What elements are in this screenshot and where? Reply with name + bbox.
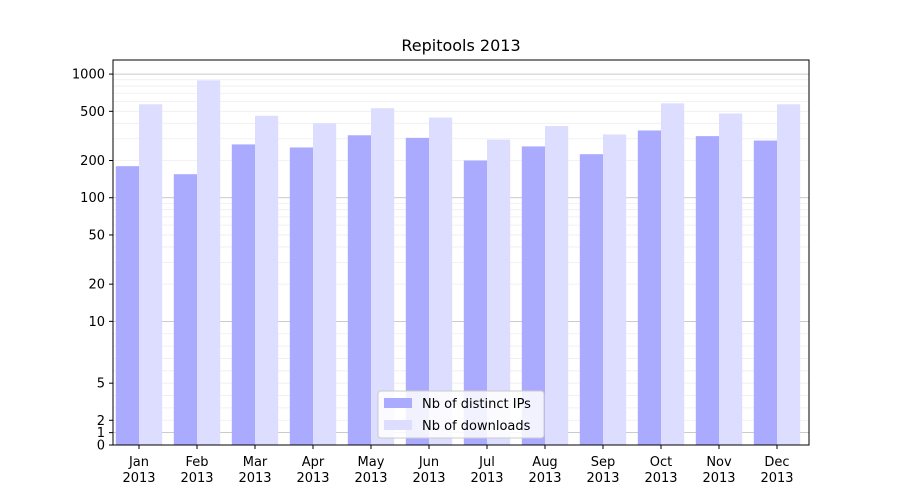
bar-distinct-ips: [637, 130, 661, 445]
x-tick-label: Nov 2013: [702, 455, 735, 486]
bar-downloads: [661, 103, 685, 445]
x-tick-label: Mar 2013: [238, 455, 271, 486]
y-axis: 012 5 10 20 50 100 200 500 1000: [72, 68, 113, 454]
y-tick-label: 100: [80, 191, 105, 206]
bar-downloads: [255, 115, 279, 446]
bar-distinct-ips: [115, 166, 139, 445]
bar-downloads: [777, 104, 801, 445]
x-tick-label: Jul 2013: [470, 455, 503, 486]
y-tick-label: 200: [80, 154, 105, 169]
x-tick-label: Apr 2013: [296, 455, 329, 486]
x-tick-label: Sep 2013: [586, 455, 619, 486]
bar-distinct-ips: [695, 136, 719, 445]
bar-downloads: [719, 113, 743, 446]
y-tick-label: 500: [80, 105, 105, 120]
x-tick-label: May 2013: [354, 455, 387, 486]
legend-swatch-downloads: [384, 420, 412, 430]
x-tick-label: Oct 2013: [644, 455, 677, 486]
x-axis: Jan 2013 Feb 2013 Mar 2013 Apr 2013 May 2013 Jun 20…: [122, 445, 794, 486]
x-tick-label: Feb 2013: [180, 455, 213, 486]
y-tick-label: 0: [97, 439, 105, 454]
x-tick-label: Dec 2013: [760, 455, 793, 486]
bar-downloads: [197, 80, 221, 445]
legend-label-downloads: Nb of downloads: [422, 419, 531, 434]
bar-downloads: [487, 139, 511, 445]
legend: Nb of distinct IPs Nb of downloads: [377, 390, 545, 439]
bar-downloads: [371, 108, 395, 445]
bars: [115, 80, 801, 446]
legend-label-distinct-ips: Nb of distinct IPs: [422, 397, 531, 412]
bar-downloads: [139, 104, 163, 445]
bar-distinct-ips: [579, 154, 603, 445]
plot-frame: [112, 59, 810, 446]
legend-swatch-distinct-ips: [384, 398, 412, 408]
bar-downloads: [603, 134, 627, 445]
legend-box: [377, 390, 545, 439]
y-tick-label: 1: [97, 426, 105, 441]
bar-distinct-ips: [753, 140, 777, 445]
y-tick-label: 10: [88, 315, 105, 330]
bar-downloads: [313, 123, 337, 445]
y-tick-label: 2: [97, 414, 105, 429]
bar-distinct-ips: [521, 146, 545, 445]
bar-distinct-ips: [289, 147, 313, 445]
y-tick-label: 5: [97, 377, 105, 392]
x-tick-label: Jun 2013: [412, 455, 445, 486]
bar-distinct-ips: [347, 135, 371, 445]
y-tick-label: 20: [88, 278, 105, 293]
gridlines: [113, 73, 809, 434]
bar-distinct-ips: [231, 144, 255, 445]
bar-distinct-ips: [463, 160, 487, 445]
y-tick-label: 1000: [72, 68, 105, 83]
bar-distinct-ips: [173, 174, 197, 445]
y-tick-label: 50: [88, 228, 105, 243]
bar-downloads: [545, 126, 569, 445]
x-tick-label: Aug 2013: [528, 455, 561, 486]
bar-downloads: [429, 117, 453, 445]
bar-distinct-ips: [405, 137, 429, 445]
chart-title: Repitools 2013: [401, 36, 520, 55]
x-tick-label: Jan 2013: [122, 455, 155, 486]
